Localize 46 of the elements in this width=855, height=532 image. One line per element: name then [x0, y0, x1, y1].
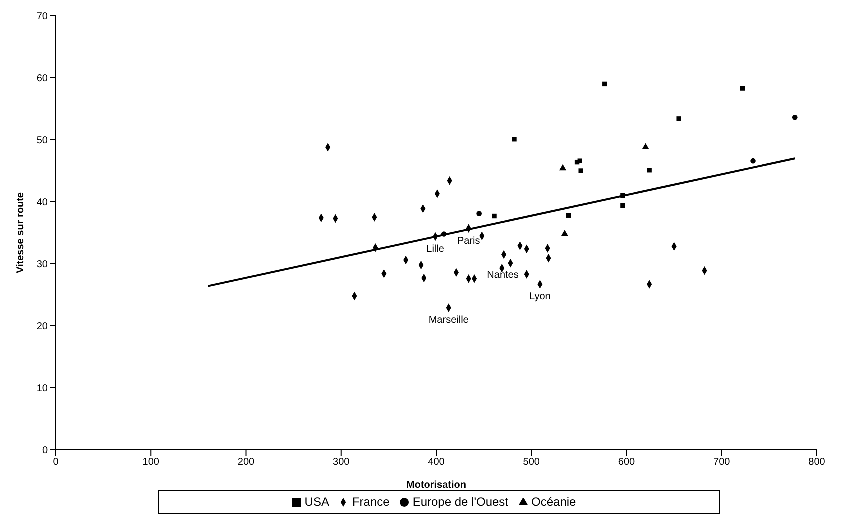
point: [559, 164, 567, 171]
y-tick-label: 40: [36, 198, 48, 209]
x-tick-label: 0: [53, 457, 60, 468]
y-tick-label: 0: [42, 446, 48, 457]
x-tick-label: 700: [714, 457, 731, 468]
x-tick-label: 100: [142, 457, 160, 468]
y-tick-label: 60: [36, 74, 48, 85]
point: [740, 86, 746, 91]
point: [512, 137, 517, 142]
x-tick-label: 400: [428, 457, 446, 468]
annotation: Lyon: [530, 292, 551, 303]
y-tick-label: 70: [36, 12, 48, 23]
annotation: Marseille: [428, 315, 470, 326]
legend-label: Océanie: [532, 495, 576, 509]
point: [602, 82, 608, 87]
legend-label: USA: [304, 495, 330, 509]
point: [647, 168, 652, 173]
annotation: Nantes: [487, 270, 519, 282]
point: [566, 213, 572, 218]
y-tick-label: 20: [36, 322, 48, 333]
legend-label: Europe de l'Ouest: [412, 495, 509, 509]
point: [578, 168, 584, 174]
point: [561, 230, 568, 236]
x-axis-title: Motorisation: [406, 480, 466, 491]
point: [792, 115, 798, 120]
x-tick-label: 500: [523, 457, 540, 468]
x-tick-label: 600: [618, 457, 636, 468]
point: [492, 214, 497, 219]
x-tick-label: 300: [333, 457, 350, 468]
y-tick-label: 10: [36, 384, 48, 395]
point: [620, 193, 626, 198]
point: [642, 143, 650, 150]
legend-label: France: [352, 495, 390, 509]
point: [476, 211, 482, 216]
y-axis-title: Vitesse sur route: [16, 192, 27, 274]
point: [676, 116, 682, 122]
point: [750, 158, 756, 164]
y-tick-label: 50: [36, 136, 48, 147]
point: [620, 203, 626, 208]
annotation: Paris: [457, 236, 480, 247]
annotation: Lille: [426, 244, 445, 255]
y-tick-label: 30: [36, 260, 48, 271]
x-tick-label: 200: [238, 457, 256, 468]
point: [578, 158, 582, 164]
x-tick-label: 800: [808, 457, 826, 468]
point: [441, 232, 447, 237]
